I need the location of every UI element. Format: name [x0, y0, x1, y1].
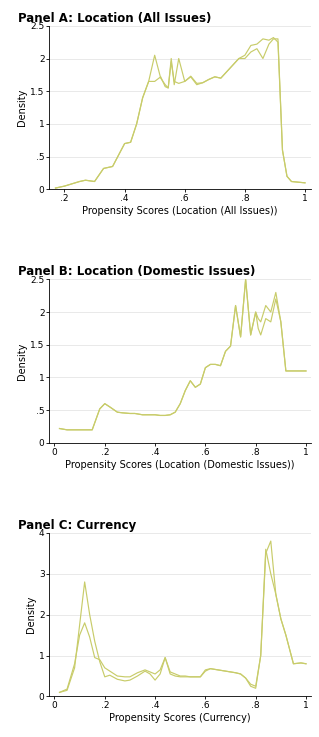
X-axis label: Propensity Scores (Location (Domestic Issues)): Propensity Scores (Location (Domestic Is…	[65, 460, 295, 469]
Y-axis label: Density: Density	[18, 89, 27, 126]
Text: Panel B: Location (Domestic Issues): Panel B: Location (Domestic Issues)	[18, 265, 256, 278]
Y-axis label: Density: Density	[18, 343, 27, 380]
X-axis label: Propensity Scores (Location (All Issues)): Propensity Scores (Location (All Issues)…	[83, 206, 278, 216]
X-axis label: Propensity Scores (Currency): Propensity Scores (Currency)	[109, 713, 251, 723]
Y-axis label: Density: Density	[26, 596, 36, 633]
Text: Panel A: Location (All Issues): Panel A: Location (All Issues)	[18, 12, 211, 24]
Text: Panel C: Currency: Panel C: Currency	[18, 519, 136, 531]
